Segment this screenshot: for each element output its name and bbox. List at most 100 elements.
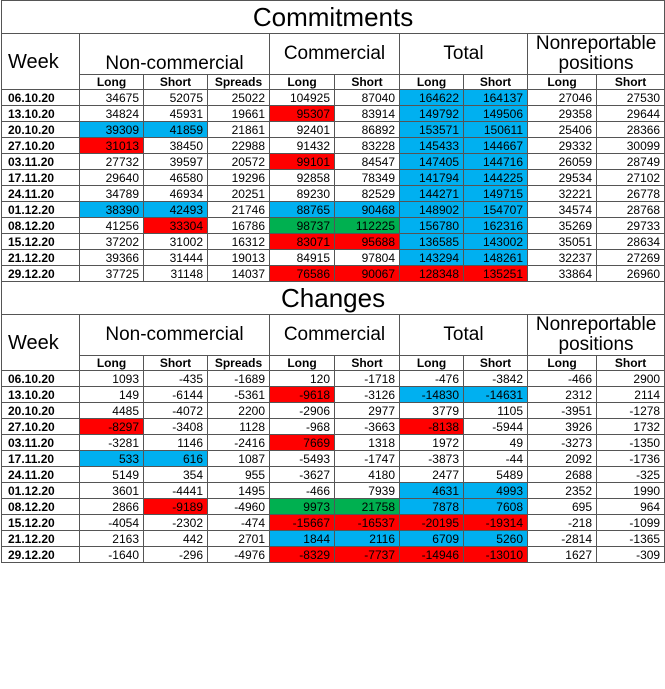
noncommercial-spreads-cell: 25022 bbox=[207, 89, 270, 106]
noncommercial-short-cell: 46934 bbox=[143, 185, 208, 202]
noncommercial-long-cell: 38390 bbox=[79, 201, 144, 218]
noncommercial-short-cell: 354 bbox=[143, 466, 208, 483]
nonreportable-short-cell: 964 bbox=[595, 498, 665, 515]
total-short-cell: -5944 bbox=[463, 418, 528, 435]
commercial-short-cell: 7939 bbox=[334, 482, 400, 499]
nonreportable-short-cell: -1350 bbox=[595, 434, 665, 451]
commercial-short-cell: 78349 bbox=[334, 169, 400, 186]
week-date-cell: 29.12.20 bbox=[1, 546, 80, 563]
noncommercial-short-cell: 41859 bbox=[143, 121, 208, 138]
noncommercial-short-header: Short bbox=[143, 355, 208, 371]
commercial-long-cell: 98737 bbox=[269, 217, 335, 234]
noncommercial-long-cell: 2163 bbox=[79, 530, 144, 547]
nonreportable-long-cell: 2688 bbox=[527, 466, 597, 483]
nonreportable-long-cell: 32221 bbox=[527, 185, 597, 202]
commercial-short-cell: 21758 bbox=[334, 498, 400, 515]
week-date-cell: 27.10.20 bbox=[1, 418, 80, 435]
week-date-cell: 01.12.20 bbox=[1, 482, 80, 499]
total-long-cell: 141794 bbox=[399, 169, 464, 186]
table-row: 27.10.20 31013 38450 22988 91432 83228 145433 1… bbox=[1, 137, 665, 154]
noncommercial-spreads-cell: 20572 bbox=[207, 153, 270, 170]
nonreportable-long-cell: -2814 bbox=[527, 530, 597, 547]
week-date-cell: 27.10.20 bbox=[1, 137, 80, 154]
nonreportable-long-cell: 29332 bbox=[527, 137, 597, 154]
total-long-cell: 153571 bbox=[399, 121, 464, 138]
commercial-long-cell: 91432 bbox=[269, 137, 335, 154]
total-long-cell: -3873 bbox=[399, 450, 464, 467]
noncommercial-short-cell: 31148 bbox=[143, 265, 208, 282]
week-date-cell: 15.12.20 bbox=[1, 233, 80, 250]
noncommercial-short-cell: 38450 bbox=[143, 137, 208, 154]
commercial-short-cell: -16537 bbox=[334, 514, 400, 531]
nonreportable-long-cell: 2092 bbox=[527, 450, 597, 467]
commercial-short-cell: 84547 bbox=[334, 153, 400, 170]
noncommercial-short-cell: 1146 bbox=[143, 434, 208, 451]
table-row: 17.11.20 29640 46580 19296 92858 78349 141794 1… bbox=[1, 169, 665, 186]
noncommercial-short-header: Short bbox=[143, 74, 208, 90]
commercial-short-cell: 83228 bbox=[334, 137, 400, 154]
noncommercial-short-cell: -2302 bbox=[143, 514, 208, 531]
changes-title: Changes bbox=[0, 281, 665, 315]
noncommercial-long-cell: -3281 bbox=[79, 434, 144, 451]
nonreportable-long-cell: -466 bbox=[527, 370, 597, 387]
commercial-short-cell: 2977 bbox=[334, 402, 400, 419]
commercial-long-cell: 120 bbox=[269, 370, 335, 387]
noncommercial-spreads-cell: 20251 bbox=[207, 185, 270, 202]
nonreportable-long-cell: 2312 bbox=[527, 386, 597, 403]
commercial-short-cell: -3663 bbox=[334, 418, 400, 435]
week-date-cell: 03.11.20 bbox=[1, 434, 80, 451]
total-long-cell: -14830 bbox=[399, 386, 464, 403]
noncommercial-short-cell: 31444 bbox=[143, 249, 208, 266]
total-short-cell: 149715 bbox=[463, 185, 528, 202]
noncommercial-short-cell: 442 bbox=[143, 530, 208, 547]
nonreportable-long-cell: -3951 bbox=[527, 402, 597, 419]
commercial-short-cell: 90468 bbox=[334, 201, 400, 218]
total-short-header: Short bbox=[463, 355, 528, 371]
commercial-long-cell: 84915 bbox=[269, 249, 335, 266]
noncommercial-long-cell: -1640 bbox=[79, 546, 144, 563]
week-date-cell: 17.11.20 bbox=[1, 450, 80, 467]
nonreportable-header: Nonreportable positions bbox=[526, 33, 665, 75]
table-row: 01.12.20 3601 -4441 1495 -466 7939 4631 4993 235… bbox=[1, 482, 665, 499]
noncommercial-short-cell: -6144 bbox=[143, 386, 208, 403]
table-row: 21.12.20 39366 31444 19013 84915 97804 143294 1… bbox=[1, 249, 665, 266]
noncommercial-spreads-cell: 21861 bbox=[207, 121, 270, 138]
nonreportable-short-header: Short bbox=[595, 74, 665, 90]
commercial-short-cell: 95688 bbox=[334, 233, 400, 250]
total-long-cell: -14946 bbox=[399, 546, 464, 563]
nonreportable-header: Nonreportable positions bbox=[526, 314, 665, 356]
commercial-short-cell: 97804 bbox=[334, 249, 400, 266]
commercial-short-cell: 2116 bbox=[334, 530, 400, 547]
week-date-cell: 13.10.20 bbox=[1, 105, 80, 122]
noncommercial-long-cell: 5149 bbox=[79, 466, 144, 483]
nonreportable-short-cell: 28749 bbox=[595, 153, 665, 170]
table-row: 29.12.20 -1640 -296 -4976 -8329 -7737 -14946 -1… bbox=[1, 546, 665, 563]
table-row: 24.11.20 34789 46934 20251 89230 82529 144271 1… bbox=[1, 185, 665, 202]
total-short-cell: 148261 bbox=[463, 249, 528, 266]
total-short-cell: 144225 bbox=[463, 169, 528, 186]
noncommercial-short-cell: 39597 bbox=[143, 153, 208, 170]
commercial-short-cell: 83914 bbox=[334, 105, 400, 122]
nonreportable-long-cell: 26059 bbox=[527, 153, 597, 170]
noncommercial-long-cell: 41256 bbox=[79, 217, 144, 234]
total-long-cell: 1972 bbox=[399, 434, 464, 451]
week-date-cell: 21.12.20 bbox=[1, 530, 80, 547]
nonreportable-short-cell: -1278 bbox=[595, 402, 665, 419]
noncommercial-spreads-cell: 1495 bbox=[207, 482, 270, 499]
nonreportable-long-cell: 29534 bbox=[527, 169, 597, 186]
commercial-long-cell: -968 bbox=[269, 418, 335, 435]
total-short-cell: 144667 bbox=[463, 137, 528, 154]
noncommercial-long-cell: 533 bbox=[79, 450, 144, 467]
noncommercial-spreads-cell: 14037 bbox=[207, 265, 270, 282]
total-long-cell: 136585 bbox=[399, 233, 464, 250]
table-row: 13.10.20 34824 45931 19661 95307 83914 149792 1… bbox=[1, 105, 665, 122]
table-row: 21.12.20 2163 442 2701 1844 2116 6709 5260 -2814… bbox=[1, 530, 665, 547]
commercial-long-cell: 76586 bbox=[269, 265, 335, 282]
nonreportable-short-cell: 30099 bbox=[595, 137, 665, 154]
commercial-long-cell: 92858 bbox=[269, 169, 335, 186]
noncommercial-spreads-cell: -1689 bbox=[207, 370, 270, 387]
total-short-cell: 164137 bbox=[463, 89, 528, 106]
noncommercial-header: Non-commercial bbox=[79, 314, 270, 356]
week-date-cell: 24.11.20 bbox=[1, 185, 80, 202]
table-row: 17.11.20 533 616 1087 -5493 -1747 -3873 -44 2092… bbox=[1, 450, 665, 467]
